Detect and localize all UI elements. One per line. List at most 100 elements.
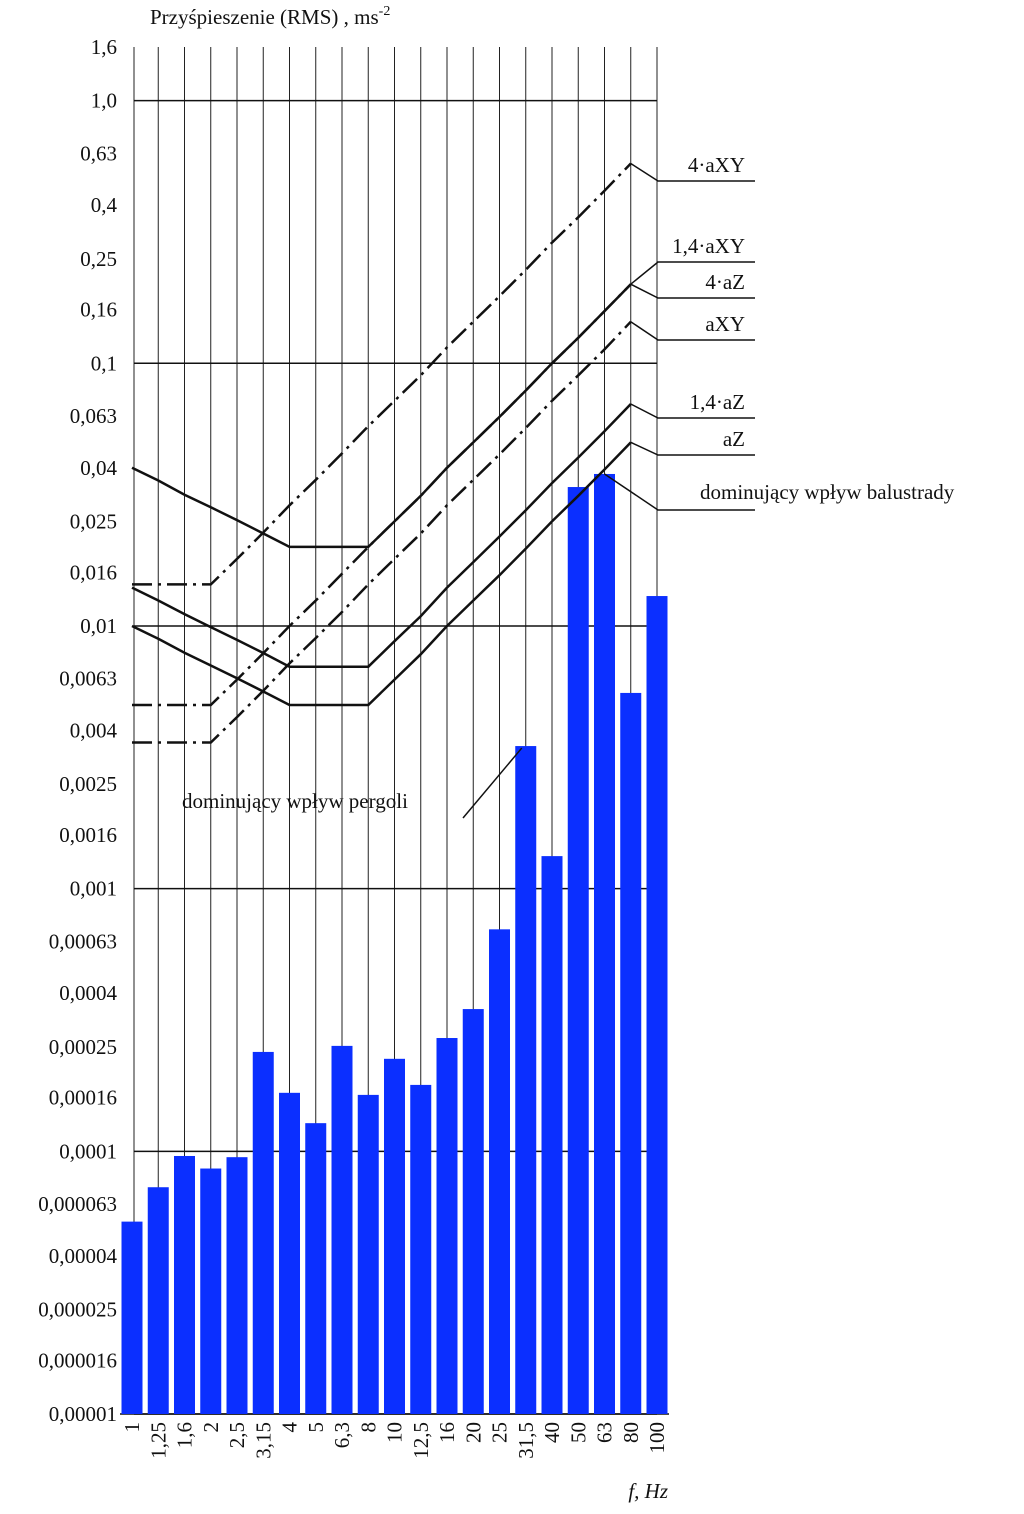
curve (132, 283, 632, 707)
bar (331, 1045, 353, 1414)
curve (132, 162, 632, 586)
bar (174, 1155, 195, 1414)
y-tick-label: 1,0 (91, 89, 117, 113)
y-tick-label: 0,63 (80, 141, 117, 165)
leader-line (462, 747, 523, 819)
x-tick-label: 20 (461, 1422, 485, 1443)
labels: 1,6 1,0 0,63 0,4 0,25 0,16 0,1 0,063 0,04 0,025 0,… (38, 35, 955, 1459)
y-tick-label: 0,004 (70, 719, 118, 743)
y-tick-label: 0,0063 (59, 667, 117, 691)
bar (436, 1038, 458, 1414)
leader-line (630, 162, 755, 182)
y-tick-label: 0,1 (91, 351, 117, 375)
x-tick-label: 2,5 (225, 1422, 249, 1448)
y-tick-label: 0,4 (91, 193, 118, 217)
y-tick-label: 0,04 (80, 456, 117, 480)
curve (132, 320, 632, 744)
annotation: dominujący wpływ balustrady (700, 480, 955, 504)
bar (200, 1168, 222, 1414)
bar (541, 856, 563, 1414)
bar (357, 1094, 379, 1414)
y-tick-label: 0,16 (80, 298, 117, 322)
bar (121, 1221, 143, 1414)
y-tick-label: 0,000063 (38, 1192, 117, 1216)
leader-line (630, 441, 755, 456)
x-tick-label: 25 (488, 1422, 512, 1443)
y-tick-label: 0,063 (70, 404, 117, 428)
y-tick-label: 0,0025 (59, 772, 117, 796)
x-tick-label: 1,6 (173, 1422, 197, 1448)
x-tick-label: 1,25 (146, 1422, 170, 1459)
y-tick-label: 0,0004 (59, 981, 117, 1005)
y-tick-label: 0,0016 (59, 823, 117, 847)
x-tick-label: 2 (199, 1422, 223, 1433)
leader-line (630, 403, 755, 419)
leader-line (630, 283, 755, 299)
bar (594, 473, 615, 1414)
x-tick-label: 50 (566, 1422, 590, 1443)
x-tick-label: 1 (120, 1422, 144, 1433)
x-tick-label: 5 (304, 1422, 328, 1433)
y-tick-label: 0,00016 (49, 1086, 117, 1110)
y-tick-label: 0,00025 (49, 1035, 117, 1059)
leader-line (630, 261, 755, 285)
y-axis-label: Przyśpieszenie (RMS) , ms-2 (150, 4, 390, 29)
y-tick-label: 0,00001 (49, 1402, 117, 1426)
bar (489, 929, 510, 1414)
bar (410, 1084, 432, 1414)
curve (131, 403, 632, 668)
bar (226, 1157, 248, 1414)
bar (279, 1092, 300, 1414)
x-tick-label: 10 (383, 1422, 407, 1443)
series-label: aXY (705, 312, 745, 336)
y-tick-label: 0,025 (70, 509, 117, 533)
x-tick-label: 16 (435, 1422, 459, 1443)
x-tick-label: 3,15 (251, 1422, 275, 1459)
x-tick-label: 4 (278, 1422, 302, 1433)
y-tick-label: 0,001 (70, 877, 117, 901)
y-tick-label: 0,01 (80, 614, 117, 638)
x-tick-label: 31,5 (514, 1422, 538, 1459)
series-label: 1,4·aXY (672, 234, 745, 258)
bar (384, 1058, 405, 1414)
y-tick-label: 0,016 (70, 560, 117, 584)
x-tick-label: 40 (540, 1422, 564, 1443)
curve (131, 441, 632, 707)
y-tick-label: 1,6 (91, 35, 117, 59)
x-tick-label: 6,3 (330, 1422, 354, 1448)
bar (620, 692, 642, 1414)
bar (147, 1187, 169, 1414)
series-label: 4·aZ (705, 270, 745, 294)
y-tick-label: 0,000025 (38, 1297, 117, 1321)
x-axis-label: f, Hz (628, 1479, 668, 1503)
y-tick-label: 0,0001 (59, 1139, 117, 1163)
bar (646, 596, 668, 1414)
annotation: dominujący wpływ pergoli (182, 789, 408, 813)
series-label: aZ (723, 427, 745, 451)
x-tick-label: 80 (619, 1422, 643, 1443)
bar (515, 746, 537, 1414)
y-tick-label: 0,25 (80, 247, 117, 271)
leader-line (604, 473, 755, 511)
y-tick-label: 0,000016 (38, 1348, 117, 1372)
series-label: 4·aXY (688, 153, 745, 177)
bar (252, 1051, 274, 1414)
bar (567, 487, 589, 1415)
x-tick-label: 100 (645, 1422, 669, 1454)
x-tick-label: 63 (593, 1422, 617, 1443)
y-axis-label-text: Przyśpieszenie (RMS) , ms (150, 5, 379, 29)
x-tick-label: 12,5 (409, 1422, 433, 1459)
leader-line (630, 321, 755, 341)
x-tick-label: 8 (356, 1422, 380, 1433)
y-tick-label: 0,00004 (49, 1244, 118, 1268)
lines (131, 162, 755, 819)
bars (121, 473, 668, 1415)
y-axis-label-exponent: -2 (379, 4, 391, 19)
bar (462, 1009, 484, 1414)
y-tick-label: 0,00063 (49, 929, 117, 953)
bar (305, 1123, 327, 1414)
curve (131, 283, 632, 549)
series-label: 1,4·aZ (690, 390, 745, 414)
